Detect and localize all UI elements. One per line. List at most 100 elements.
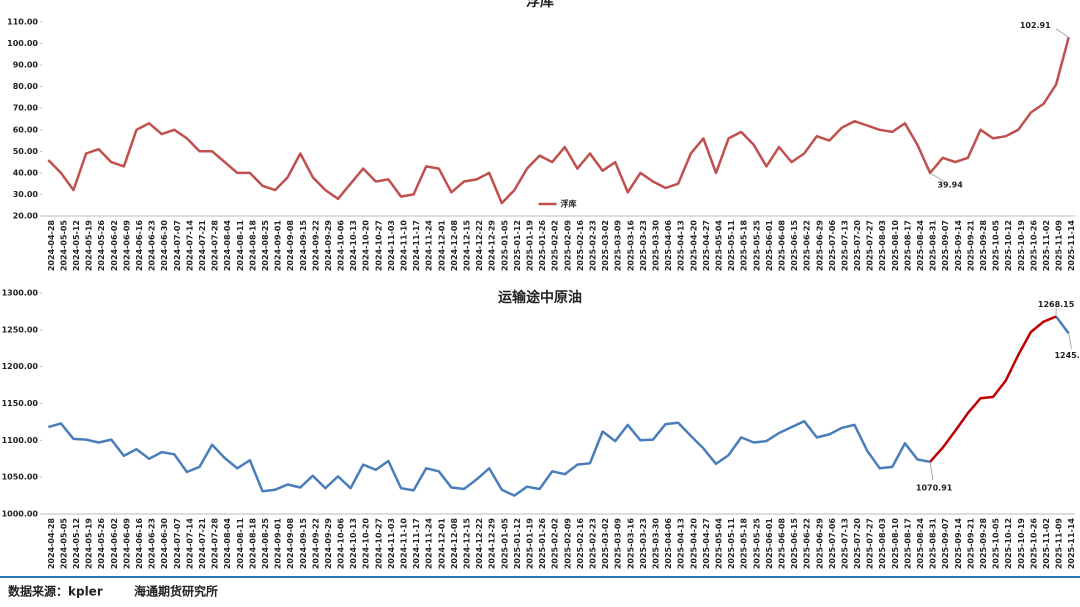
x-tick-label: 2025-05-11	[727, 220, 736, 272]
x-tick-label: 2025-09-28	[979, 518, 988, 570]
x-tick-label: 2024-09-15	[299, 518, 308, 570]
x-tick-label: 2025-10-12	[1004, 518, 1013, 569]
x-tick-label: 2025-07-20	[853, 518, 862, 570]
x-tick-label: 2024-09-08	[286, 220, 295, 272]
x-tick-label: 2025-09-28	[979, 220, 988, 272]
x-tick-label: 2025-06-15	[790, 518, 799, 570]
x-tick-label: 2025-09-21	[966, 220, 975, 272]
data-label: 39.94	[937, 181, 963, 190]
x-tick-label: 2025-04-27	[702, 518, 711, 569]
x-tick-label: 2024-11-17	[412, 220, 421, 271]
x-tick-label: 2024-07-21	[198, 220, 207, 272]
x-tick-label: 2024-08-04	[223, 518, 232, 570]
y-tick-label: 60.00	[13, 125, 39, 134]
x-tick-label: 2024-10-20	[362, 220, 371, 272]
x-tick-label: 2024-07-07	[173, 518, 182, 569]
x-tick-label: 2024-06-09	[122, 518, 131, 570]
x-tick-label: 2024-09-15	[299, 220, 308, 272]
x-tick-label: 2025-08-31	[929, 220, 938, 272]
y-tick-label: 1200.00	[2, 362, 39, 371]
x-tick-label: 2024-10-13	[349, 220, 358, 271]
x-tick-label: 2024-12-29	[488, 518, 497, 570]
y-tick-label: 1050.00	[2, 473, 39, 482]
x-tick-label: 2024-04-28	[47, 518, 56, 570]
x-tick-label: 2024-05-19	[85, 518, 94, 570]
x-tick-label: 2025-01-26	[538, 220, 547, 272]
x-tick-label: 2025-01-12	[513, 518, 522, 569]
x-tick-label: 2025-09-14	[954, 518, 963, 570]
y-tick-label: 1250.00	[2, 325, 39, 334]
x-tick-label: 2025-04-13	[677, 220, 686, 271]
x-tick-label: 2025-10-19	[1017, 220, 1026, 272]
x-tick-label: 2024-12-08	[450, 518, 459, 570]
x-tick-label: 2024-06-02	[110, 518, 119, 569]
x-tick-label: 2024-06-16	[135, 518, 144, 570]
x-tick-label: 2024-11-24	[425, 220, 434, 272]
x-tick-label: 2025-03-30	[651, 518, 660, 570]
x-tick-label: 2024-12-01	[437, 220, 446, 272]
legend-label: 浮库	[561, 199, 577, 209]
x-tick-label: 2025-03-16	[626, 220, 635, 272]
x-tick-label: 2025-02-02	[551, 220, 560, 271]
x-tick-label: 2025-03-09	[614, 518, 623, 570]
x-tick-label: 2024-10-06	[337, 518, 346, 570]
x-tick-label: 2025-08-10	[891, 518, 900, 570]
series-line	[929, 315, 1057, 463]
leader-line	[1055, 28, 1069, 38]
x-tick-label: 2025-08-03	[878, 518, 887, 569]
x-tick-label: 2024-06-23	[148, 518, 157, 569]
data-label: 1245.17	[1054, 351, 1080, 360]
x-tick-label: 2024-07-28	[211, 518, 220, 570]
leader-line	[929, 172, 945, 182]
x-tick-label: 2025-06-01	[765, 220, 774, 272]
x-tick-label: 2024-06-30	[160, 220, 169, 272]
data-label: 102.91	[1020, 21, 1051, 30]
x-tick-label: 2025-04-06	[664, 220, 673, 272]
x-tick-label: 2024-05-19	[85, 220, 94, 272]
x-tick-label: 2025-02-09	[563, 220, 572, 272]
x-tick-label: 2024-06-02	[110, 220, 119, 271]
y-tick-label: 80.00	[13, 82, 39, 91]
x-tick-label: 2024-07-14	[185, 220, 194, 272]
x-tick-label: 2025-04-20	[689, 518, 698, 570]
x-tick-label: 2024-11-17	[412, 518, 421, 569]
x-tick-label: 2024-08-18	[248, 518, 257, 570]
x-tick-label: 2025-05-04	[714, 220, 723, 272]
leader-line	[929, 461, 934, 481]
x-tick-label: 2025-02-23	[588, 220, 597, 271]
footer-source: 数据来源：kpler	[8, 584, 103, 599]
x-tick-label: 2025-02-16	[576, 518, 585, 570]
chart-title: 浮库	[526, 0, 554, 10]
x-tick-label: 2025-06-22	[803, 220, 812, 271]
x-tick-label: 2025-05-25	[752, 220, 761, 272]
x-tick-label: 2025-03-09	[614, 220, 623, 272]
x-tick-label: 2025-03-16	[626, 518, 635, 570]
x-tick-label: 2024-11-10	[400, 220, 409, 272]
x-tick-label: 2024-09-01	[274, 518, 283, 570]
y-tick-label: 1100.00	[2, 436, 39, 445]
x-tick-label: 2024-09-01	[274, 220, 283, 272]
x-tick-label: 2024-11-03	[387, 220, 396, 271]
y-tick-label: 1150.00	[2, 399, 39, 408]
x-tick-label: 2025-06-08	[777, 518, 786, 570]
x-tick-label: 2024-11-10	[400, 518, 409, 570]
x-tick-label: 2024-07-21	[198, 518, 207, 570]
x-tick-label: 2025-10-26	[1029, 220, 1038, 272]
x-tick-label: 2025-11-14	[1067, 220, 1076, 272]
series-line	[47, 36, 1070, 205]
x-tick-label: 2025-04-20	[689, 220, 698, 272]
x-tick-label: 2025-06-29	[815, 518, 824, 570]
x-tick-label: 2025-01-26	[538, 518, 547, 570]
x-tick-label: 2024-09-29	[324, 518, 333, 570]
x-tick-label: 2025-10-05	[992, 518, 1001, 570]
x-tick-label: 2025-07-20	[853, 220, 862, 272]
x-tick-label: 2024-05-05	[59, 220, 68, 272]
x-tick-label: 2024-09-22	[311, 220, 320, 271]
x-tick-label: 2025-08-17	[903, 220, 912, 271]
x-tick-label: 2025-10-26	[1029, 518, 1038, 570]
data-label: 1268.15	[1038, 300, 1075, 309]
x-tick-label: 2025-07-13	[840, 518, 849, 569]
x-tick-label: 2025-03-23	[639, 518, 648, 569]
x-tick-label: 2024-06-23	[148, 220, 157, 271]
